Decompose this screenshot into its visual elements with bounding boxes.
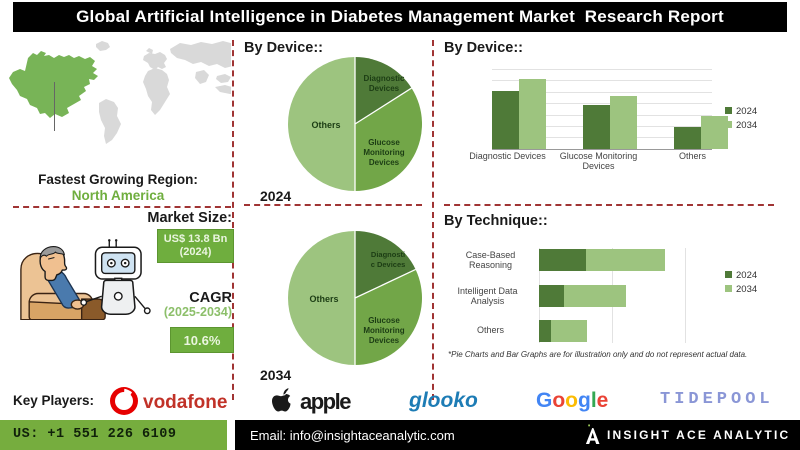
svg-text:Diagnosti: Diagnosti	[371, 250, 405, 259]
svg-text:Glucose: Glucose	[368, 138, 400, 147]
svg-text:Devices: Devices	[369, 336, 400, 345]
svg-text:Others: Others	[311, 120, 340, 130]
svg-text:c Devices: c Devices	[371, 260, 406, 269]
svg-text:Monitoring: Monitoring	[363, 148, 404, 157]
svg-text:Others: Others	[309, 294, 338, 304]
svg-text:Glucose: Glucose	[368, 316, 400, 325]
svg-text:Devices: Devices	[369, 84, 400, 93]
svg-text:Diagnostic: Diagnostic	[364, 74, 405, 83]
svg-text:Monitoring: Monitoring	[363, 326, 404, 335]
svg-text:Devices: Devices	[369, 158, 400, 167]
